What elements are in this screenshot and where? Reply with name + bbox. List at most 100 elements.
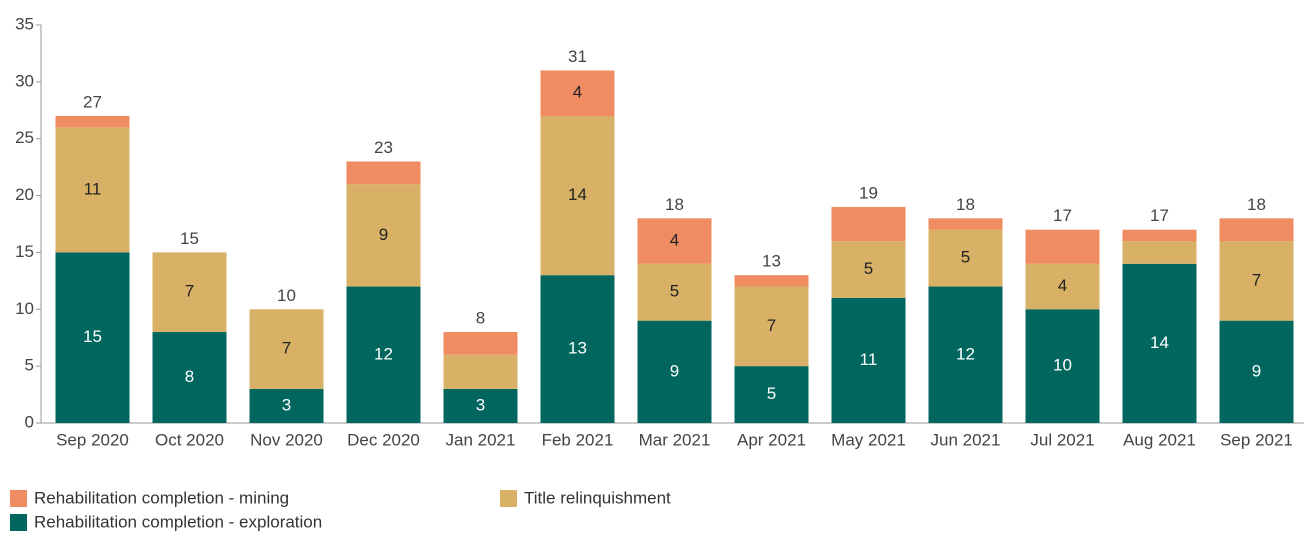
bar-segment [831,241,906,298]
legend-label: Title relinquishment [524,488,671,507]
total-label: 23 [374,138,393,157]
data-label: 5 [670,282,679,301]
data-label: 7 [185,282,194,301]
data-label: 12 [956,344,975,363]
data-label: 12 [374,344,393,363]
x-tick-label: Jun 2021 [931,430,1001,449]
data-label: 15 [83,327,102,346]
data-label: 5 [767,384,776,403]
y-tick-label: 0 [25,412,34,431]
total-label: 8 [476,309,485,328]
bar-segment [831,206,906,242]
bar-segment [1025,229,1100,264]
x-tick-label: Jan 2021 [446,430,516,449]
y-tick-label: 25 [15,128,34,147]
bar-segment [346,184,421,287]
y-tick-label: 5 [25,356,34,375]
bar-segment [55,127,130,253]
x-tick-label: Nov 2020 [250,430,323,449]
data-label: 9 [1252,361,1261,380]
x-tick-label: Feb 2021 [542,430,614,449]
legend-swatch [10,490,27,507]
total-label: 18 [1247,195,1266,214]
bar-segment [55,252,130,423]
total-label: 13 [762,252,781,271]
bar-segment [249,309,324,389]
data-label: 5 [864,259,873,278]
data-label: 3 [476,395,485,414]
total-label: 17 [1150,206,1169,225]
bar-segment [152,252,227,333]
data-label: 8 [185,367,194,386]
total-label: 15 [180,229,199,248]
bar-segment [540,275,615,423]
x-tick-label: Jul 2021 [1030,430,1094,449]
bar-segment [443,332,518,355]
bar-segment [734,286,809,367]
y-tick-label: 10 [15,299,34,318]
x-tick-label: Apr 2021 [737,430,806,449]
bar-segment [1219,241,1294,321]
bar-segment [540,70,615,116]
legend-label: Rehabilitation completion - exploration [34,512,322,531]
bar-segment [637,218,712,264]
bar-segment [55,115,130,128]
data-label: 3 [282,395,291,414]
data-label: 14 [568,185,587,204]
data-label: 11 [860,350,878,369]
bar-segment [1122,263,1197,423]
data-label: 5 [961,248,970,267]
bar-segment [1122,229,1197,242]
bar-segment [249,388,324,423]
x-tick-label: Mar 2021 [639,430,711,449]
total-label: 10 [277,286,296,305]
y-tick-label: 20 [15,185,34,204]
bar-segment [1122,241,1197,264]
x-tick-label: May 2021 [831,430,906,449]
legend-swatch [10,514,27,531]
bar-segment [831,297,906,423]
total-label: 18 [956,195,975,214]
bar-segment [1025,263,1100,310]
bar-segment [346,286,421,423]
bar-segment [734,366,809,423]
data-label: 10 [1053,356,1072,375]
total-label: 19 [859,183,878,202]
bar-segment [346,161,421,185]
total-label: 18 [665,195,684,214]
bar-segment [443,354,518,389]
total-label: 17 [1053,206,1072,225]
bar-segment [1025,309,1100,423]
legend-swatch [500,490,517,507]
legend-label: Rehabilitation completion - mining [34,488,289,507]
bar-segment [928,286,1003,423]
data-label: 9 [670,361,679,380]
data-label: 9 [379,225,388,244]
bar-segment [637,320,712,423]
x-tick-label: Aug 2021 [1123,430,1196,449]
data-label: 7 [767,316,776,335]
bar-segment [1219,320,1294,423]
y-tick-label: 15 [15,242,34,261]
bar-segment [734,275,809,287]
data-label: 7 [1252,270,1261,289]
bar-segment [1219,218,1294,242]
bar-segment [637,263,712,321]
bar-segment [540,115,615,276]
data-label: 14 [1150,333,1169,352]
data-label: 7 [282,339,291,358]
x-tick-label: Oct 2020 [155,430,224,449]
data-label: 4 [573,83,582,102]
y-tick-label: 35 [15,14,34,33]
bar-segment [928,218,1003,230]
data-label: 11 [84,179,102,198]
bar-segment [443,388,518,423]
x-tick-label: Sep 2021 [1220,430,1293,449]
total-label: 27 [83,92,102,111]
x-tick-label: Sep 2020 [56,430,129,449]
total-label: 31 [568,47,587,66]
data-label: 4 [670,231,679,250]
y-tick-label: 30 [15,71,34,90]
bar-segment [152,332,227,423]
